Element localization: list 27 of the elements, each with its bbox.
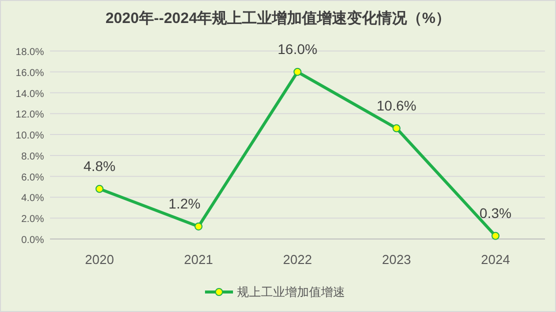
y-tick-label: 12.0%: [16, 110, 44, 121]
point: [194, 222, 202, 230]
x-tick-label: 2022: [283, 252, 312, 267]
y-tick-label: 0.0%: [21, 235, 44, 246]
y-tick-label: 14.0%: [16, 88, 44, 100]
point: [294, 68, 302, 76]
data-label: 16.0%: [278, 40, 318, 57]
data-label: 10.6%: [376, 97, 416, 114]
x-tick-label: 2020: [85, 252, 114, 267]
y-tick-label: 8.0%: [21, 151, 44, 162]
y-tick-label: 6.0%: [21, 172, 44, 184]
x-tick-label: 2021: [184, 252, 213, 267]
point: [392, 124, 400, 132]
x-tick-label: 2023: [382, 252, 411, 267]
legend-label: 规上工业增加值增速: [237, 285, 345, 299]
y-tick-label: 10.0%: [16, 130, 44, 142]
point: [96, 184, 104, 193]
data-label: 1.2%: [168, 195, 200, 212]
x-tick-label: 2024: [481, 252, 510, 267]
y-tick-label: 4.0%: [21, 193, 44, 204]
chart-title: 2020年--2024年规上工业增加值增速变化情况（%）: [105, 9, 451, 27]
data-label: 0.3%: [480, 204, 512, 221]
y-tick-label: 18.0%: [16, 47, 44, 58]
y-tick-label: 2.0%: [21, 214, 44, 226]
point: [492, 232, 500, 240]
y-tick-label: 16.0%: [16, 68, 44, 79]
data-label: 4.8%: [84, 158, 116, 174]
